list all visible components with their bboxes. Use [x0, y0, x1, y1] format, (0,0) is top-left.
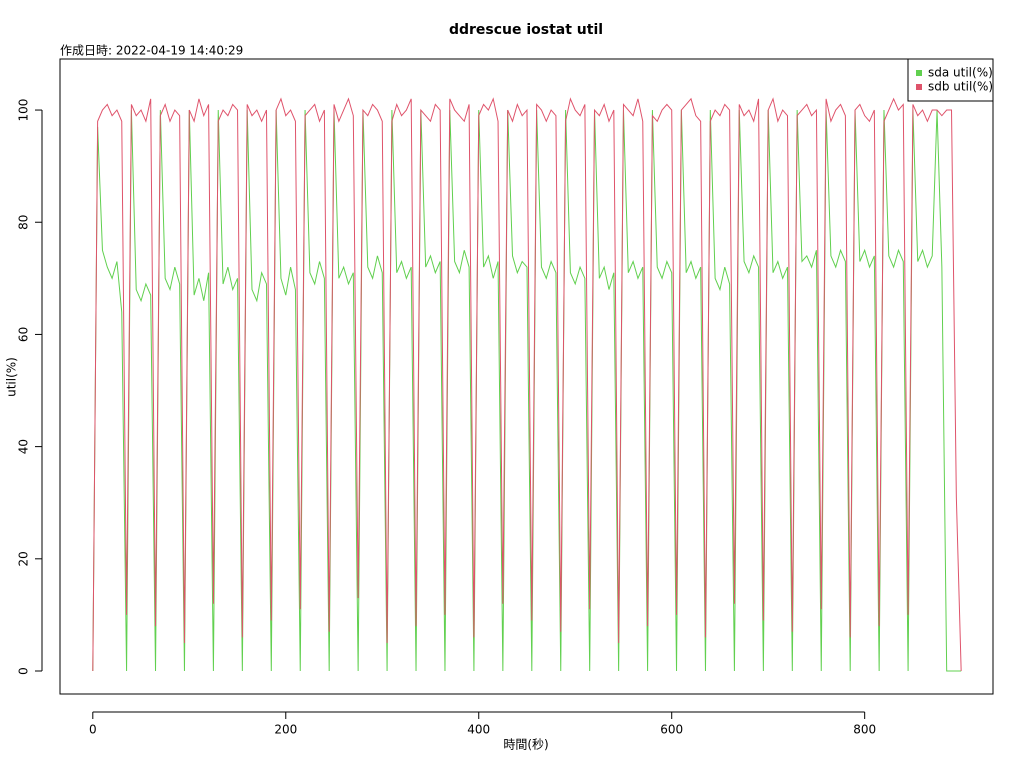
legend-swatch: [916, 70, 922, 76]
x-tick-label: 200: [274, 723, 297, 737]
y-tick-label: 40: [17, 439, 31, 454]
y-axis-label: util(%): [5, 357, 19, 397]
y-tick-label: 20: [17, 551, 31, 566]
y-tick-label: 60: [17, 327, 31, 342]
y-tick-label: 80: [17, 215, 31, 230]
plot-frame: [59, 58, 994, 695]
y-tick-label: 0: [17, 667, 31, 675]
legend-label: sdb util(%): [928, 80, 993, 94]
x-tick-label: 800: [853, 723, 876, 737]
subtitle: 作成日時: 2022-04-19 14:40:29: [60, 44, 243, 58]
x-tick-label: 400: [467, 723, 490, 737]
y-tick-label: 100: [17, 99, 31, 122]
data-line: [92, 97, 962, 672]
data-line: [92, 110, 962, 672]
legend-box: [907, 58, 994, 102]
legend-label: sda util(%): [928, 66, 993, 80]
chart-title: ddrescue iostat util: [449, 22, 603, 38]
x-tick-label: 600: [660, 723, 683, 737]
legend-swatch: [916, 84, 922, 90]
x-tick-label: 0: [89, 723, 97, 737]
x-axis-label: 時間(秒): [503, 738, 548, 752]
